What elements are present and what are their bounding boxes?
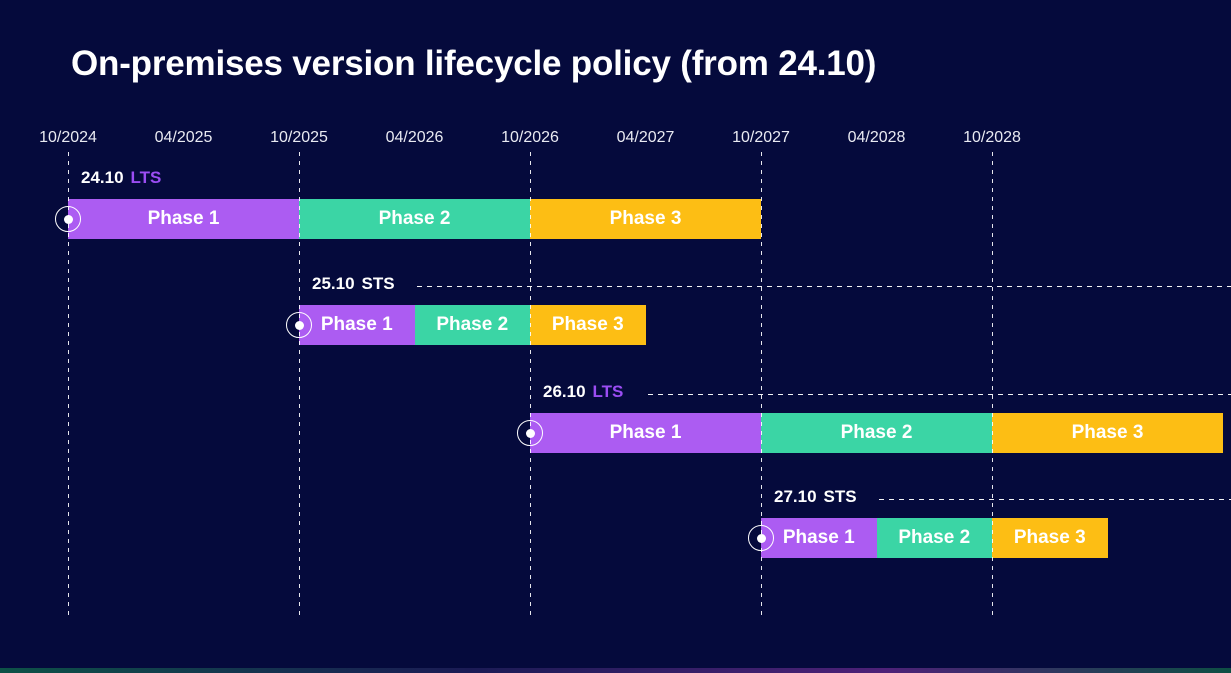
release-channel-badge: LTS <box>592 382 624 401</box>
phase-bar-label: Phase 1 <box>147 208 220 229</box>
release-extension-dashed-line <box>648 394 1231 395</box>
release-label: 25.10 STS <box>312 274 395 294</box>
gridline-vertical <box>530 152 531 617</box>
phase-2-bar: Phase 2 <box>414 305 530 345</box>
phase-1-bar: Phase 1 <box>68 199 299 239</box>
phase-1-bar: Phase 1 <box>299 305 415 345</box>
release-extension-dashed-line <box>417 286 1231 287</box>
axis-tick-label: 10/2027 <box>732 129 790 146</box>
phase-bar-label: Phase 1 <box>782 527 855 548</box>
footer-gradient-strip <box>0 668 1231 673</box>
phase-3-bar: Phase 3 <box>992 413 1223 453</box>
chart-title: On-premises version lifecycle policy (fr… <box>71 44 877 83</box>
axis-tick-label: 04/2025 <box>154 129 213 146</box>
release-version: 24.10 <box>81 168 124 187</box>
release-channel-badge: STS <box>361 274 395 293</box>
release-start-marker <box>286 312 312 338</box>
axis-tick-label: 10/2025 <box>270 129 328 146</box>
release-version: 27.10 <box>774 487 817 506</box>
marker-dot-icon <box>294 320 304 330</box>
release-start-marker <box>748 525 774 551</box>
gridline-vertical <box>68 152 69 617</box>
phase-bar-label: Phase 2 <box>378 208 451 229</box>
axis-tick-label: 04/2026 <box>385 129 444 146</box>
phase-bar-label: Phase 2 <box>436 314 509 335</box>
phase-2-bar: Phase 2 <box>299 199 530 239</box>
release-channel-badge: STS <box>823 487 857 506</box>
axis-tick-label: 10/2026 <box>501 129 559 146</box>
axis-tick-label: 10/2028 <box>963 129 1021 146</box>
release-extension-dashed-line <box>879 499 1231 500</box>
phase-bar-label: Phase 1 <box>320 314 393 335</box>
gridline-vertical <box>992 152 993 617</box>
release-start-marker <box>517 420 543 446</box>
axis-tick-label: 04/2027 <box>616 129 675 146</box>
phase-bar-label: Phase 3 <box>1013 527 1086 548</box>
gridline-vertical <box>761 152 762 617</box>
release-label: 24.10 LTS <box>81 168 161 188</box>
phase-2-bar: Phase 2 <box>876 518 992 558</box>
release-channel-badge: LTS <box>130 168 162 187</box>
release-version: 26.10 <box>543 382 586 401</box>
phase-bar-label: Phase 3 <box>609 208 682 229</box>
phase-1-bar: Phase 1 <box>530 413 761 453</box>
axis-tick-label: 04/2028 <box>847 129 906 146</box>
release-label: 26.10 LTS <box>543 382 623 402</box>
marker-dot-icon <box>63 214 73 224</box>
marker-dot-icon <box>756 533 766 543</box>
phase-3-bar: Phase 3 <box>530 199 761 239</box>
release-start-marker <box>55 206 81 232</box>
phase-bar-label: Phase 1 <box>609 422 682 443</box>
phase-3-bar: Phase 3 <box>992 518 1108 558</box>
phase-bar-label: Phase 3 <box>1071 422 1144 443</box>
gridline-vertical <box>299 152 300 617</box>
release-version: 25.10 <box>312 274 355 293</box>
release-label: 27.10 STS <box>774 487 857 507</box>
marker-dot-icon <box>525 428 535 438</box>
phase-bar-label: Phase 3 <box>551 314 624 335</box>
phase-bar-label: Phase 2 <box>840 422 913 443</box>
axis-tick-label: 10/2024 <box>39 129 97 146</box>
phase-bar-label: Phase 2 <box>898 527 971 548</box>
phase-2-bar: Phase 2 <box>761 413 992 453</box>
phase-3-bar: Phase 3 <box>530 305 646 345</box>
phase-1-bar: Phase 1 <box>761 518 877 558</box>
